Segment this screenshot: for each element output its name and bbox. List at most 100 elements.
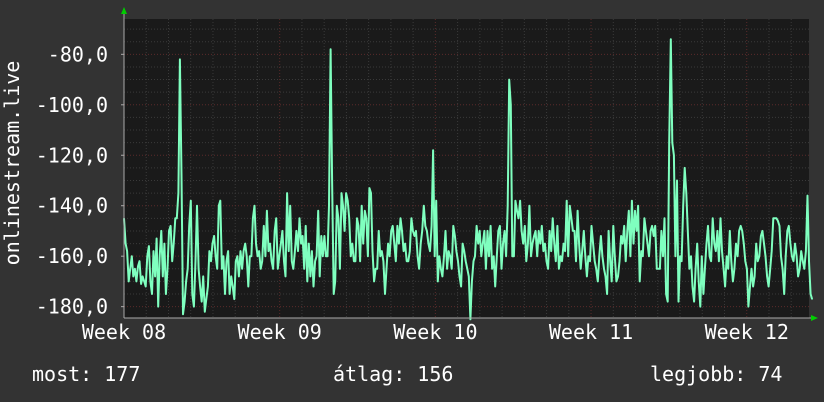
data-point xyxy=(691,285,694,288)
data-point xyxy=(148,245,150,247)
data-point xyxy=(454,235,456,237)
data-point xyxy=(404,243,406,245)
data-point xyxy=(659,268,661,270)
data-point xyxy=(707,225,709,227)
data-point xyxy=(191,293,193,295)
data-point xyxy=(443,255,445,257)
data-point xyxy=(676,179,678,182)
data-point xyxy=(280,243,282,245)
data-point xyxy=(238,275,240,277)
data-point xyxy=(604,275,607,277)
data-point xyxy=(555,260,557,262)
data-point xyxy=(177,192,179,194)
data-point xyxy=(292,268,294,270)
data-layer xyxy=(123,38,814,321)
data-point xyxy=(266,210,268,212)
data-point xyxy=(740,225,742,227)
data-point xyxy=(333,293,335,295)
data-point xyxy=(642,255,644,257)
data-point xyxy=(617,275,619,277)
data-point xyxy=(432,149,434,151)
x-tick-label: Week 10 xyxy=(393,320,477,344)
data-point xyxy=(322,255,324,257)
data-point xyxy=(656,268,658,270)
data-point xyxy=(800,250,802,252)
data-point xyxy=(723,268,725,270)
data-point xyxy=(389,255,391,257)
data-point xyxy=(330,48,332,50)
data-point xyxy=(184,301,186,303)
data-point xyxy=(359,260,361,262)
data-point xyxy=(261,260,263,262)
data-point xyxy=(677,301,680,303)
y-tick-label: -80,0 xyxy=(48,42,108,66)
data-point xyxy=(525,260,527,262)
data-point xyxy=(247,285,249,288)
data-point xyxy=(572,230,574,232)
data-point xyxy=(600,235,602,237)
data-point xyxy=(741,230,743,232)
data-point xyxy=(592,243,594,245)
data-point xyxy=(696,243,698,245)
data-point xyxy=(448,250,450,252)
data-point xyxy=(384,293,386,295)
data-point xyxy=(727,268,729,270)
data-point xyxy=(730,260,732,262)
data-point xyxy=(721,250,723,252)
data-point xyxy=(500,268,503,270)
data-point xyxy=(216,268,218,270)
data-point xyxy=(129,268,131,270)
y-tick-label: -100,0 xyxy=(36,93,108,117)
data-point xyxy=(375,268,377,270)
data-point xyxy=(654,225,656,227)
data-point xyxy=(314,260,316,262)
data-point xyxy=(437,280,439,282)
data-point xyxy=(550,250,552,252)
x-tick-label: Week 08 xyxy=(82,320,166,344)
data-point xyxy=(207,285,209,288)
data-point xyxy=(556,225,559,227)
data-point xyxy=(494,285,496,288)
data-point xyxy=(663,217,666,219)
data-point xyxy=(665,293,667,295)
data-point xyxy=(559,255,562,257)
data-point xyxy=(805,250,807,252)
data-point xyxy=(429,250,431,252)
data-point xyxy=(353,260,355,262)
data-point xyxy=(780,255,782,257)
data-point xyxy=(516,210,518,212)
data-point xyxy=(306,280,308,282)
data-point xyxy=(628,210,630,212)
data-point xyxy=(376,268,378,270)
data-point xyxy=(364,210,366,212)
data-point xyxy=(387,243,389,245)
data-point xyxy=(508,79,510,81)
data-point xyxy=(295,230,297,232)
data-point xyxy=(536,255,538,257)
data-point xyxy=(311,250,313,252)
data-point xyxy=(702,293,705,295)
data-point xyxy=(156,237,158,240)
data-point xyxy=(134,268,136,270)
data-point xyxy=(409,250,411,252)
data-point xyxy=(705,243,708,245)
data-point xyxy=(441,275,443,277)
data-point xyxy=(466,268,468,270)
data-point xyxy=(606,293,608,295)
data-point xyxy=(553,243,555,245)
data-point xyxy=(496,255,498,257)
data-point xyxy=(393,243,395,245)
data-point xyxy=(434,255,436,257)
data-point xyxy=(479,230,481,232)
data-point xyxy=(385,268,388,270)
data-point xyxy=(671,142,673,144)
data-point xyxy=(201,301,203,303)
data-point xyxy=(336,205,338,207)
data-point xyxy=(157,306,159,308)
data-point xyxy=(176,217,178,219)
data-point xyxy=(258,250,260,252)
data-point xyxy=(761,230,764,232)
data-point xyxy=(474,255,476,257)
data-point xyxy=(284,275,287,277)
data-point xyxy=(519,200,521,202)
